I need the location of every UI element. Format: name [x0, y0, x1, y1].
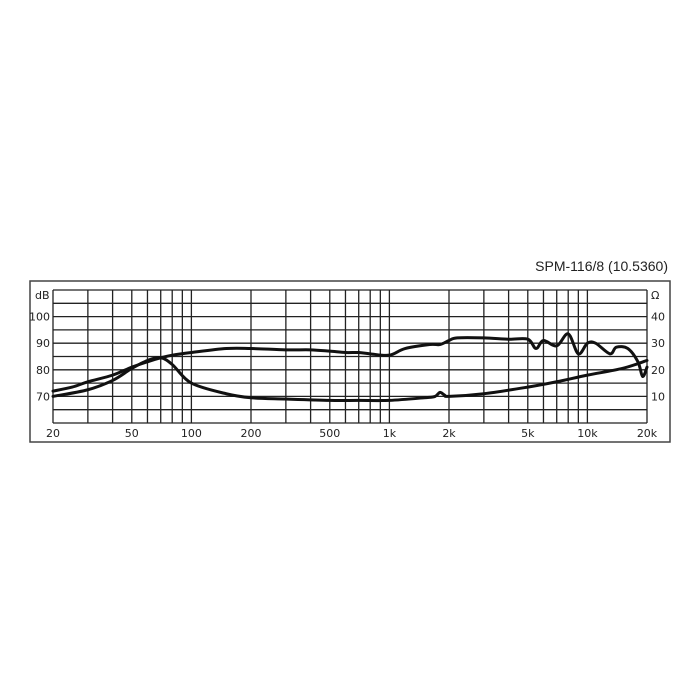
y-left-tick-label: 70 [36, 390, 50, 403]
y-right-tick-label: 40 [651, 311, 665, 324]
x-tick-label: 2k [442, 427, 456, 440]
x-tick-label: 200 [241, 427, 262, 440]
x-tick-label: 500 [319, 427, 340, 440]
chart-frame [29, 280, 671, 443]
y-right-tick-label: 10 [651, 390, 665, 403]
y-left-tick-label: 80 [36, 364, 50, 377]
x-tick-label: 20 [46, 427, 60, 440]
x-tick-label: 50 [125, 427, 139, 440]
spl-curve [51, 332, 649, 393]
x-tick-label: 10k [577, 427, 598, 440]
y-left-tick-label: 100 [29, 311, 50, 324]
y-left-tick-label: 90 [36, 337, 50, 350]
x-tick-label: 1k [383, 427, 397, 440]
impedance-curve [51, 356, 649, 403]
chart-title: SPM-116/8 (10.5360) [535, 258, 668, 274]
x-tick-label: 5k [521, 427, 535, 440]
y-right-tick-label: 30 [651, 337, 665, 350]
y-left-unit-label: dB [35, 289, 50, 302]
x-tick-label: 100 [181, 427, 202, 440]
y-right-unit-label: Ω [651, 289, 659, 302]
x-tick-label: 20k [637, 427, 658, 440]
y-right-tick-label: 20 [651, 364, 665, 377]
